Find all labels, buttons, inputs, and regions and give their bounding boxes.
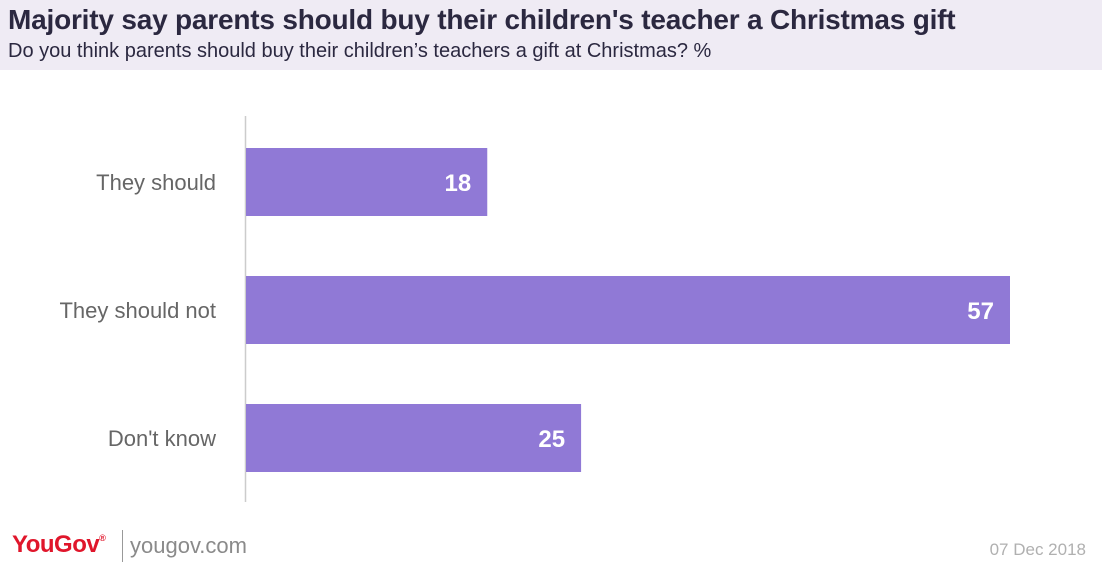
bar-they-should-not xyxy=(246,276,1010,344)
footer-site-link[interactable]: yougov.com xyxy=(130,533,247,558)
bars-group: They should 18 They should not 57 Don't know… xyxy=(59,148,1010,472)
logo-registered-mark: ® xyxy=(99,533,106,543)
footer-date: 07 Dec 2018 xyxy=(989,540,1086,559)
category-label-they-should: They should xyxy=(96,170,216,195)
chart-subtitle: Do you think parents should buy their ch… xyxy=(8,40,712,62)
category-label-don-t-know: Don't know xyxy=(108,426,216,451)
yougov-logo: YouGov® xyxy=(12,531,106,559)
logo-text: YouGov xyxy=(12,531,100,558)
value-label-they-should: 18 xyxy=(445,170,472,197)
chart-title: Majority say parents should buy their ch… xyxy=(8,4,956,35)
chart-header: Majority say parents should buy their ch… xyxy=(0,0,1102,70)
value-label-don-t-know: 25 xyxy=(538,426,565,453)
bar-chart: They should 18 They should not 57 Don't know… xyxy=(59,116,1010,502)
footer-divider xyxy=(122,530,123,562)
category-label-they-should-not: They should not xyxy=(59,298,216,323)
bar-they-should xyxy=(246,148,488,216)
bar-don-t-know xyxy=(246,404,582,472)
value-label-they-should-not: 57 xyxy=(967,298,994,325)
